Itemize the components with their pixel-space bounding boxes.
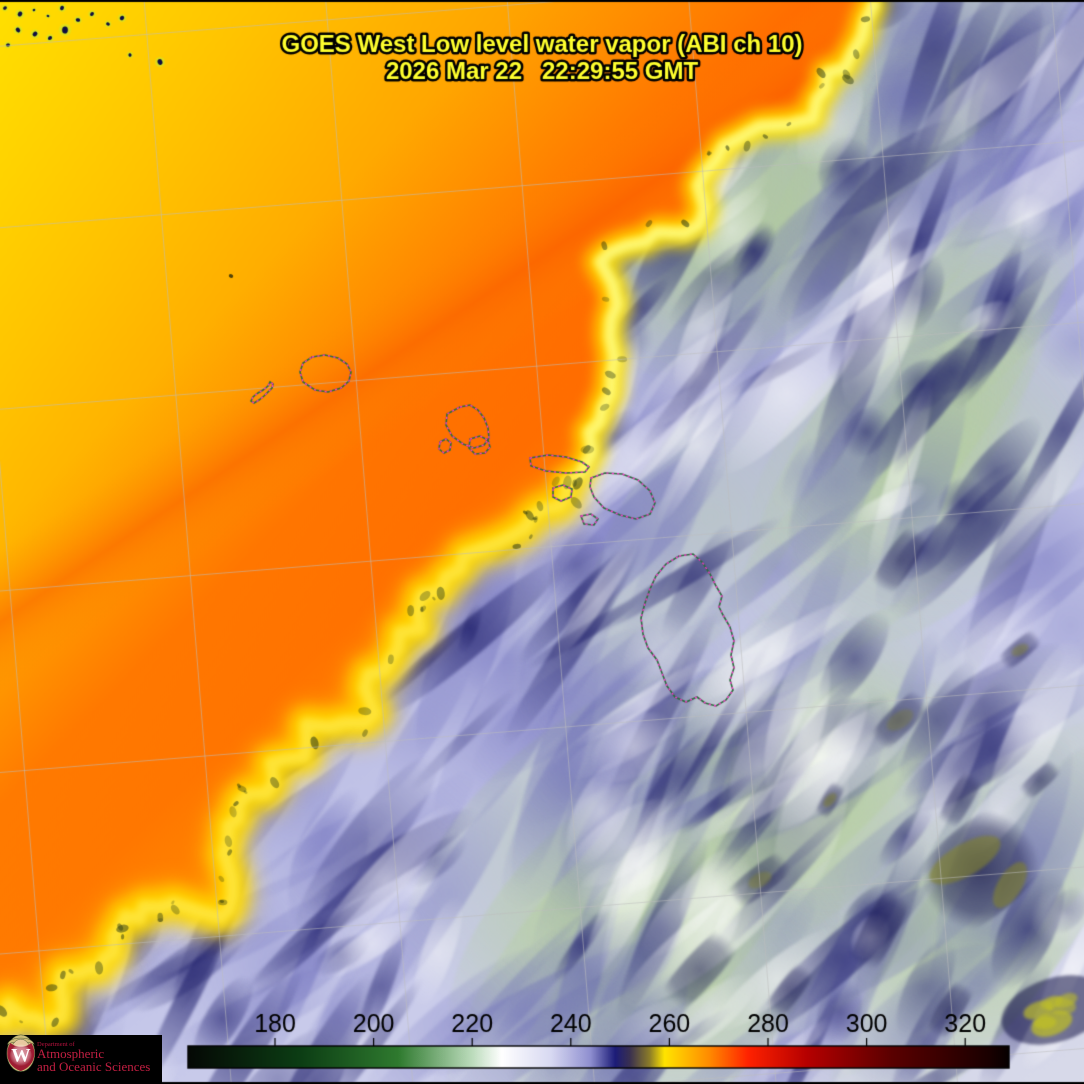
svg-text:and Oceanic Sciences: and Oceanic Sciences	[37, 1059, 150, 1074]
svg-text:W: W	[11, 1045, 31, 1066]
